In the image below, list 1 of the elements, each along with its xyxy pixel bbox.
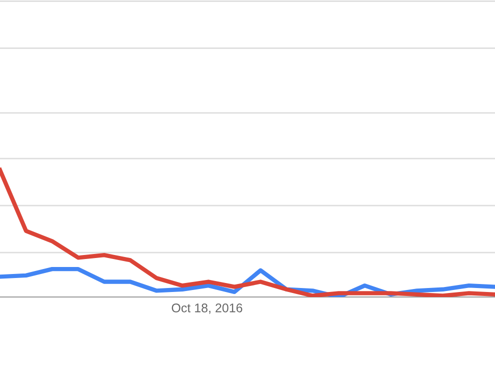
text: Oct 18, 2016	[172, 304, 242, 314]
